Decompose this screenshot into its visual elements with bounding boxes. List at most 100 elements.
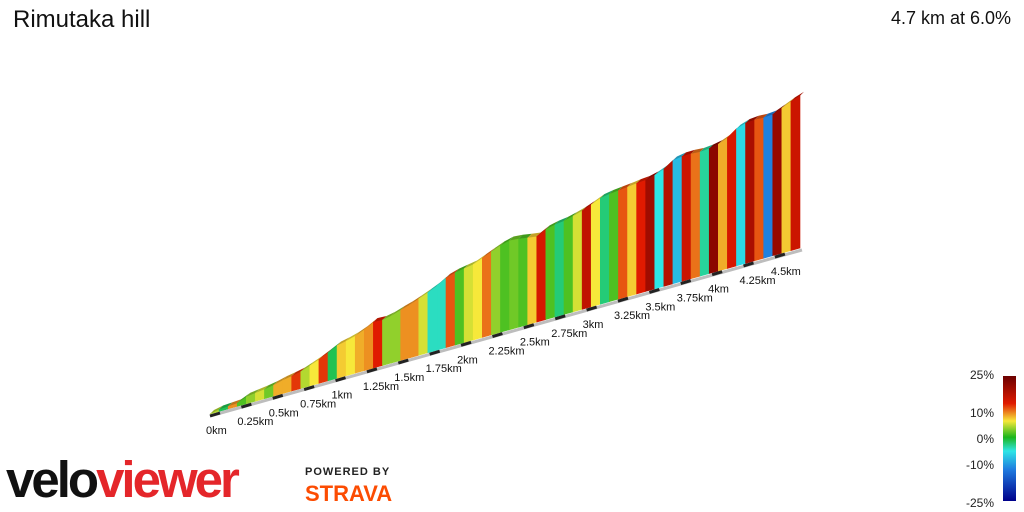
- profile-segment-top: [382, 311, 396, 320]
- distance-tick-mark: [648, 287, 660, 294]
- distance-tick-label: 1.25km: [363, 381, 399, 393]
- gradient-label-high: 10%: [969, 406, 994, 420]
- profile-segment-top: [754, 113, 768, 120]
- profile-segment: [627, 182, 637, 297]
- profile-segment-top: [536, 225, 550, 237]
- profile-segment-top: [455, 264, 469, 273]
- distance-tick-mark: [774, 252, 786, 259]
- profile-segment-top: [618, 183, 632, 191]
- profile-segment-top: [509, 234, 523, 241]
- profile-segment: [545, 224, 556, 320]
- profile-segment: [563, 215, 574, 315]
- gradient-label-low: -10%: [965, 458, 994, 472]
- profile-segment-top: [645, 171, 659, 180]
- distance-tick-mark: [586, 305, 598, 312]
- profile-segment: [699, 148, 710, 277]
- profile-segment: [754, 117, 764, 262]
- profile-segment-top: [609, 186, 623, 195]
- profile-segment: [736, 122, 746, 267]
- profile-segment-top: [255, 385, 269, 394]
- veloviewer-logo[interactable]: veloviewer: [6, 451, 240, 508]
- distance-tick-mark: [272, 393, 284, 400]
- gradient-label-max: 25%: [969, 368, 994, 382]
- distance-tick-mark: [617, 296, 629, 303]
- profile-segment: [318, 352, 329, 384]
- profile-segment-top: [672, 152, 686, 161]
- profile-segment-top: [573, 206, 587, 216]
- profile-segment: [436, 277, 447, 351]
- profile-segment-top: [427, 281, 441, 293]
- logo-viewer-text: viewer: [96, 451, 240, 508]
- profile-segment: [509, 238, 519, 331]
- profile-segment-top: [763, 110, 777, 118]
- distance-tick-label: 0km: [206, 425, 227, 437]
- profile-segment-top: [446, 268, 460, 278]
- distance-tick-label: 0.25km: [237, 416, 273, 428]
- profile-segment-top: [391, 305, 405, 316]
- distance-tick-label: 3.75km: [677, 293, 713, 305]
- distance-tick-label: 3.25km: [614, 310, 650, 322]
- profile-segment-top: [282, 372, 296, 381]
- profile-segment: [391, 309, 401, 364]
- profile-segment: [382, 315, 392, 366]
- distance-tick-label: 2.5km: [520, 337, 550, 349]
- profile-segment: [336, 340, 347, 379]
- profile-segment: [772, 107, 783, 257]
- profile-segment-top: [582, 200, 596, 211]
- profile-segment-top: [400, 300, 414, 310]
- profile-segment-top: [790, 91, 804, 102]
- profile-segment-top: [228, 399, 242, 407]
- profile-segment-top: [564, 211, 578, 221]
- profile-segment-top: [482, 247, 496, 259]
- profile-segment: [400, 304, 410, 361]
- profile-segment-top: [545, 220, 559, 230]
- climb-summary: 4.7 km at 6.0%: [890, 8, 1011, 28]
- profile-segment: [572, 210, 583, 313]
- profile-segment-top: [291, 367, 305, 377]
- profile-segment: [527, 236, 538, 326]
- profile-segment-top: [736, 119, 750, 129]
- profile-segment: [472, 257, 483, 341]
- profile-segment-top: [409, 294, 423, 305]
- profile-segment: [600, 193, 610, 305]
- strava-logo[interactable]: STRAVA: [305, 481, 393, 506]
- profile-segment: [345, 335, 356, 377]
- profile-segment-top: [246, 389, 260, 397]
- profile-segment-top: [364, 318, 378, 330]
- profile-segment: [482, 251, 492, 338]
- distance-tick-mark: [209, 411, 221, 418]
- profile-segment-top: [373, 315, 387, 323]
- distance-tick-mark: [429, 349, 441, 356]
- profile-segment: [590, 197, 601, 308]
- profile-segment-top: [346, 331, 360, 342]
- profile-segment-top: [436, 273, 450, 286]
- profile-segment-top: [600, 190, 614, 199]
- profile-segment: [364, 321, 374, 371]
- profile-segment-top: [309, 355, 323, 366]
- profile-segment-top: [418, 288, 432, 299]
- gradient-label-zero: 0%: [976, 432, 994, 446]
- profile-segment: [500, 240, 510, 333]
- profile-segment: [418, 291, 429, 356]
- profile-segment: [708, 143, 719, 274]
- profile-segment: [745, 119, 755, 264]
- distance-tick-mark: [680, 279, 692, 285]
- profile-segment: [554, 220, 565, 318]
- distance-tick-mark: [335, 376, 346, 383]
- profile-segment: [663, 159, 674, 287]
- profile-segment-top: [691, 147, 705, 154]
- profile-segment: [409, 298, 420, 359]
- profile-segment: [354, 329, 365, 374]
- profile-segment-top: [700, 144, 714, 152]
- distance-tick-label: 4.5km: [771, 266, 801, 278]
- profile-segment: [645, 174, 656, 292]
- profile-segment-top: [527, 232, 541, 238]
- profile-segment-top: [781, 97, 795, 109]
- profile-segment-top: [264, 381, 278, 390]
- distance-tick-mark: [554, 314, 566, 321]
- profile-segment: [636, 179, 646, 295]
- profile-segment: [581, 204, 592, 310]
- profile-segment-top: [636, 175, 650, 184]
- profile-segment-top: [328, 341, 342, 353]
- distance-tick-label: 2.25km: [488, 346, 524, 358]
